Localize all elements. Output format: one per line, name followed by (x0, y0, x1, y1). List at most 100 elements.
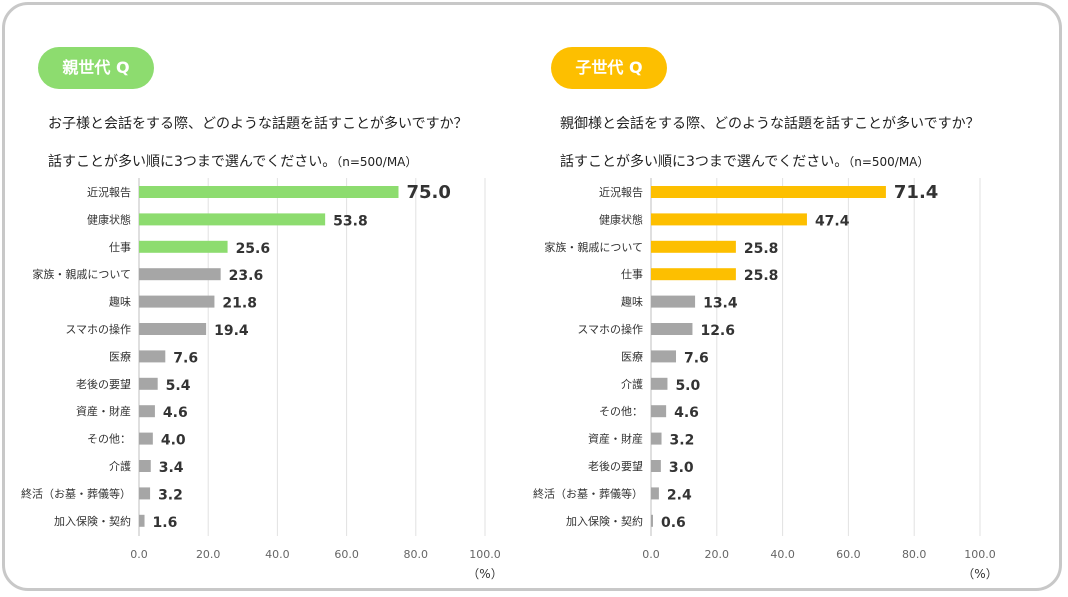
child-question-line2: 話すことが多い順に3つまで選んでください。 (560, 154, 849, 170)
child-x-tick-label: 40.0 (770, 548, 795, 561)
child-bar (651, 405, 667, 418)
parent-category-label: 近況報告 (87, 185, 131, 199)
parent-category-label: 健康状態 (87, 212, 131, 226)
parent-question-text: お子様と会話をする際、どのような話題を話すことが多いですか？ 話すことが多い順に… (48, 96, 528, 172)
child-value-label: 71.4 (894, 182, 938, 203)
parent-bar (139, 323, 207, 335)
parent-x-tick-label: 20.0 (196, 548, 221, 561)
parent-bar (139, 213, 326, 226)
parent-value-label: 53.8 (333, 213, 368, 229)
child-category-label: 介護 (621, 377, 643, 391)
child-value-label: 2.4 (667, 487, 692, 503)
parent-value-label: 25.6 (236, 241, 271, 257)
parent-bar (139, 514, 145, 527)
parent-bar (139, 377, 158, 390)
child-bar (651, 432, 662, 445)
parent-x-tick-label: 0.0 (130, 548, 148, 561)
child-category-label: 趣味 (621, 295, 643, 309)
parent-category-label: 家族・親戚について (32, 267, 131, 281)
parent-bar (139, 487, 151, 500)
parent-bar (139, 186, 399, 198)
child-category-label: 仕事 (621, 268, 643, 281)
child-bar (651, 350, 677, 363)
parent-x-tick-label: 60.0 (334, 548, 359, 561)
child-value-label: 4.6 (674, 405, 699, 421)
child-bar (651, 377, 668, 390)
child-bar (651, 240, 736, 253)
child-generation-badge: 子世代 Q (551, 47, 667, 89)
child-bar (651, 295, 696, 308)
parent-value-label: 19.4 (214, 323, 249, 339)
parent-bar (139, 350, 166, 363)
parent-category-label: 資産・財産 (76, 404, 131, 418)
parent-category-label: スマホの操作 (65, 322, 131, 336)
child-bar (651, 186, 886, 198)
child-x-axis-unit: （%） (962, 567, 997, 581)
child-category-label: 資産・財産 (588, 432, 643, 446)
child-question-text: 親御様と会話をする際、どのような話題を話すことが多いですか？ 話すことが多い順に… (560, 96, 1040, 172)
parent-value-label: 23.6 (229, 268, 264, 284)
parent-x-axis-unit: （%） (467, 567, 502, 581)
child-value-label: 25.8 (744, 268, 779, 284)
child-value-label: 3.2 (670, 433, 695, 449)
parent-value-label: 3.4 (159, 460, 184, 476)
child-bar (651, 460, 661, 472)
child-x-tick-label: 20.0 (705, 548, 730, 561)
parent-generation-badge: 親世代 Q (38, 47, 154, 89)
child-category-label: スマホの操作 (577, 322, 643, 336)
child-category-label: 近況報告 (599, 185, 643, 199)
child-category-label: 家族・親戚について (544, 240, 643, 254)
parent-x-tick-label: 80.0 (404, 548, 429, 561)
child-x-tick-label: 0.0 (642, 548, 660, 561)
parent-value-label: 1.6 (153, 515, 178, 531)
child-value-label: 47.4 (815, 213, 850, 229)
child-value-label: 7.6 (684, 350, 709, 366)
child-bar (651, 487, 659, 500)
child-x-tick-label: 100.0 (964, 548, 996, 561)
parent-value-label: 75.0 (407, 182, 451, 203)
child-category-label: その他： (599, 405, 643, 418)
parent-bar (139, 460, 151, 472)
parent-category-label: 老後の要望 (76, 377, 131, 391)
parent-bar (139, 295, 215, 308)
parent-bar (139, 240, 228, 253)
child-value-label: 5.0 (675, 378, 700, 394)
child-category-label: 医療 (621, 349, 643, 363)
child-value-label: 12.6 (700, 323, 735, 339)
child-category-label: 老後の要望 (588, 459, 643, 473)
parent-category-label: 加入保険・契約 (54, 514, 131, 528)
parent-category-label: その他： (87, 433, 131, 446)
child-value-label: 0.6 (661, 515, 686, 531)
child-value-label: 13.4 (703, 296, 738, 312)
parent-value-label: 5.4 (166, 378, 191, 394)
child-x-tick-label: 60.0 (836, 548, 861, 561)
parent-category-label: 仕事 (109, 241, 131, 254)
child-category-label: 加入保険・契約 (566, 514, 643, 528)
child-sample-size: （n=500/MA） (848, 155, 930, 169)
child-category-label: 終活（お墓・葬儀等） (533, 486, 643, 500)
child-bar (651, 268, 736, 281)
child-value-label: 3.0 (669, 460, 694, 476)
parent-bar (139, 432, 153, 445)
parent-category-label: 介護 (109, 459, 131, 473)
child-value-label: 25.8 (744, 241, 779, 257)
parent-value-label: 4.6 (163, 405, 188, 421)
parent-category-label: 趣味 (109, 295, 131, 309)
child-question-line1: 親御様と会話をする際、どのような話題を話すことが多いですか？ (560, 116, 980, 132)
child-category-label: 健康状態 (599, 212, 643, 226)
parent-value-label: 3.2 (158, 487, 183, 503)
parent-x-tick-label: 40.0 (265, 548, 290, 561)
parent-value-label: 7.6 (173, 350, 198, 366)
child-x-tick-label: 80.0 (902, 548, 927, 561)
parent-question-line2: 話すことが多い順に3つまで選んでください。 (48, 154, 337, 170)
parent-sample-size: （n=500/MA） (336, 155, 418, 169)
child-bar (651, 514, 653, 527)
parent-question-line1: お子様と会話をする際、どのような話題を話すことが多いですか？ (48, 116, 468, 132)
parent-x-tick-label: 100.0 (469, 548, 501, 561)
parent-category-label: 終活（お墓・葬儀等） (21, 486, 131, 500)
parent-value-label: 21.8 (222, 296, 257, 312)
parent-bar (139, 405, 155, 418)
parent-value-label: 4.0 (161, 433, 186, 449)
child-bar (651, 323, 693, 335)
